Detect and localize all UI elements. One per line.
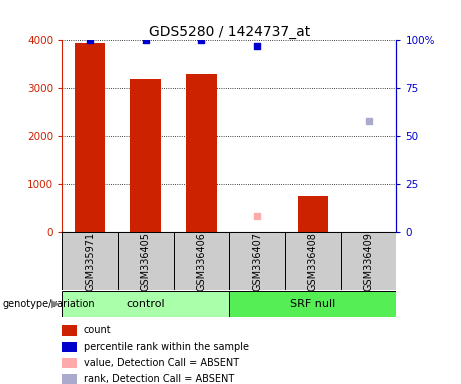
Text: GSM336405: GSM336405: [141, 232, 151, 291]
Bar: [186, 74, 217, 232]
Point: [365, 118, 372, 124]
Text: GSM335971: GSM335971: [85, 232, 95, 291]
Bar: [229, 291, 396, 317]
Text: rank, Detection Call = ABSENT: rank, Detection Call = ABSENT: [84, 374, 234, 384]
Text: percentile rank within the sample: percentile rank within the sample: [84, 342, 249, 352]
Text: GSM336408: GSM336408: [308, 232, 318, 291]
Text: GSM336409: GSM336409: [364, 232, 373, 291]
Bar: [298, 196, 328, 232]
Text: value, Detection Call = ABSENT: value, Detection Call = ABSENT: [84, 358, 239, 368]
Point: [198, 37, 205, 43]
Bar: [75, 43, 106, 232]
Bar: [285, 232, 341, 290]
Bar: [62, 374, 77, 384]
Bar: [62, 232, 118, 290]
Bar: [341, 232, 396, 290]
Point: [142, 37, 149, 43]
Point: [254, 43, 261, 49]
Bar: [62, 358, 77, 368]
Text: genotype/variation: genotype/variation: [2, 299, 95, 309]
Point: [254, 212, 261, 218]
Bar: [174, 232, 229, 290]
Text: GSM336406: GSM336406: [196, 232, 207, 291]
Bar: [62, 342, 77, 352]
Text: SRF null: SRF null: [290, 299, 336, 309]
Bar: [118, 232, 174, 290]
Title: GDS5280 / 1424737_at: GDS5280 / 1424737_at: [149, 25, 310, 39]
Bar: [62, 291, 229, 317]
Bar: [229, 232, 285, 290]
Point: [86, 37, 94, 43]
Bar: [62, 325, 77, 336]
Bar: [130, 79, 161, 232]
Text: count: count: [84, 326, 112, 336]
Text: ▶: ▶: [51, 299, 59, 309]
Text: control: control: [126, 299, 165, 309]
Text: GSM336407: GSM336407: [252, 232, 262, 291]
